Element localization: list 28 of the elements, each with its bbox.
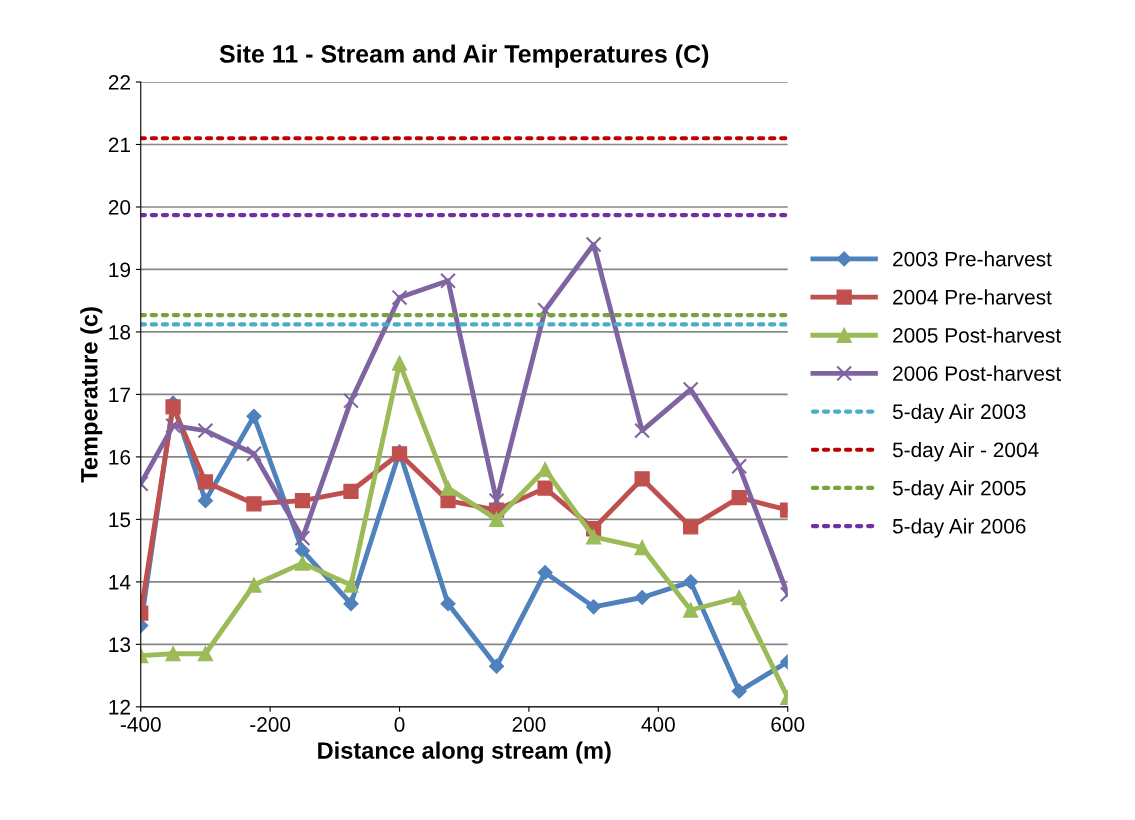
legend-label: 5-day Air 2003 <box>892 403 1026 424</box>
x-tick-label: 200 <box>512 717 546 732</box>
x-tick-label: 400 <box>641 717 675 732</box>
chart-title: Site 11 - Stream and Air Temperatures (C) <box>219 44 709 68</box>
y-axis-title: Temperature (c) <box>80 307 103 483</box>
x-tick-label: 0 <box>394 717 405 732</box>
x-tick-label: -400 <box>120 717 161 732</box>
y-tick-label: 21 <box>108 137 130 153</box>
legend-label: 2006 Post-harvest <box>893 365 1061 381</box>
y-tick-label: 16 <box>109 449 131 465</box>
y-tick-label: 18 <box>109 324 131 340</box>
y-tick-label: 20 <box>108 199 131 215</box>
y-tick-label: 22 <box>108 75 130 90</box>
y-tick-label: 12 <box>109 699 130 715</box>
y-tick-label: 19 <box>109 262 131 278</box>
legend-label: 2004 Pre-harvest <box>893 289 1052 305</box>
legend-label: 5-day Air 2006 <box>892 518 1026 538</box>
legend-label: 5-day Air - 2004 <box>892 441 1039 462</box>
x-axis-title: Distance along stream (m) <box>318 741 611 764</box>
legend-label: 5-day Air 2005 <box>892 480 1026 500</box>
x-tick-label: -200 <box>250 717 291 732</box>
legend-label: 2005 Post-harvest <box>893 327 1061 343</box>
y-tick-label: 15 <box>109 512 131 528</box>
x-tick-label: 600 <box>771 717 805 732</box>
y-tick-label: 14 <box>109 575 131 590</box>
y-tick-label: 17 <box>109 387 130 402</box>
y-tick-label: 13 <box>109 637 131 653</box>
legend-label: 2003 Pre-harvest <box>893 251 1052 267</box>
